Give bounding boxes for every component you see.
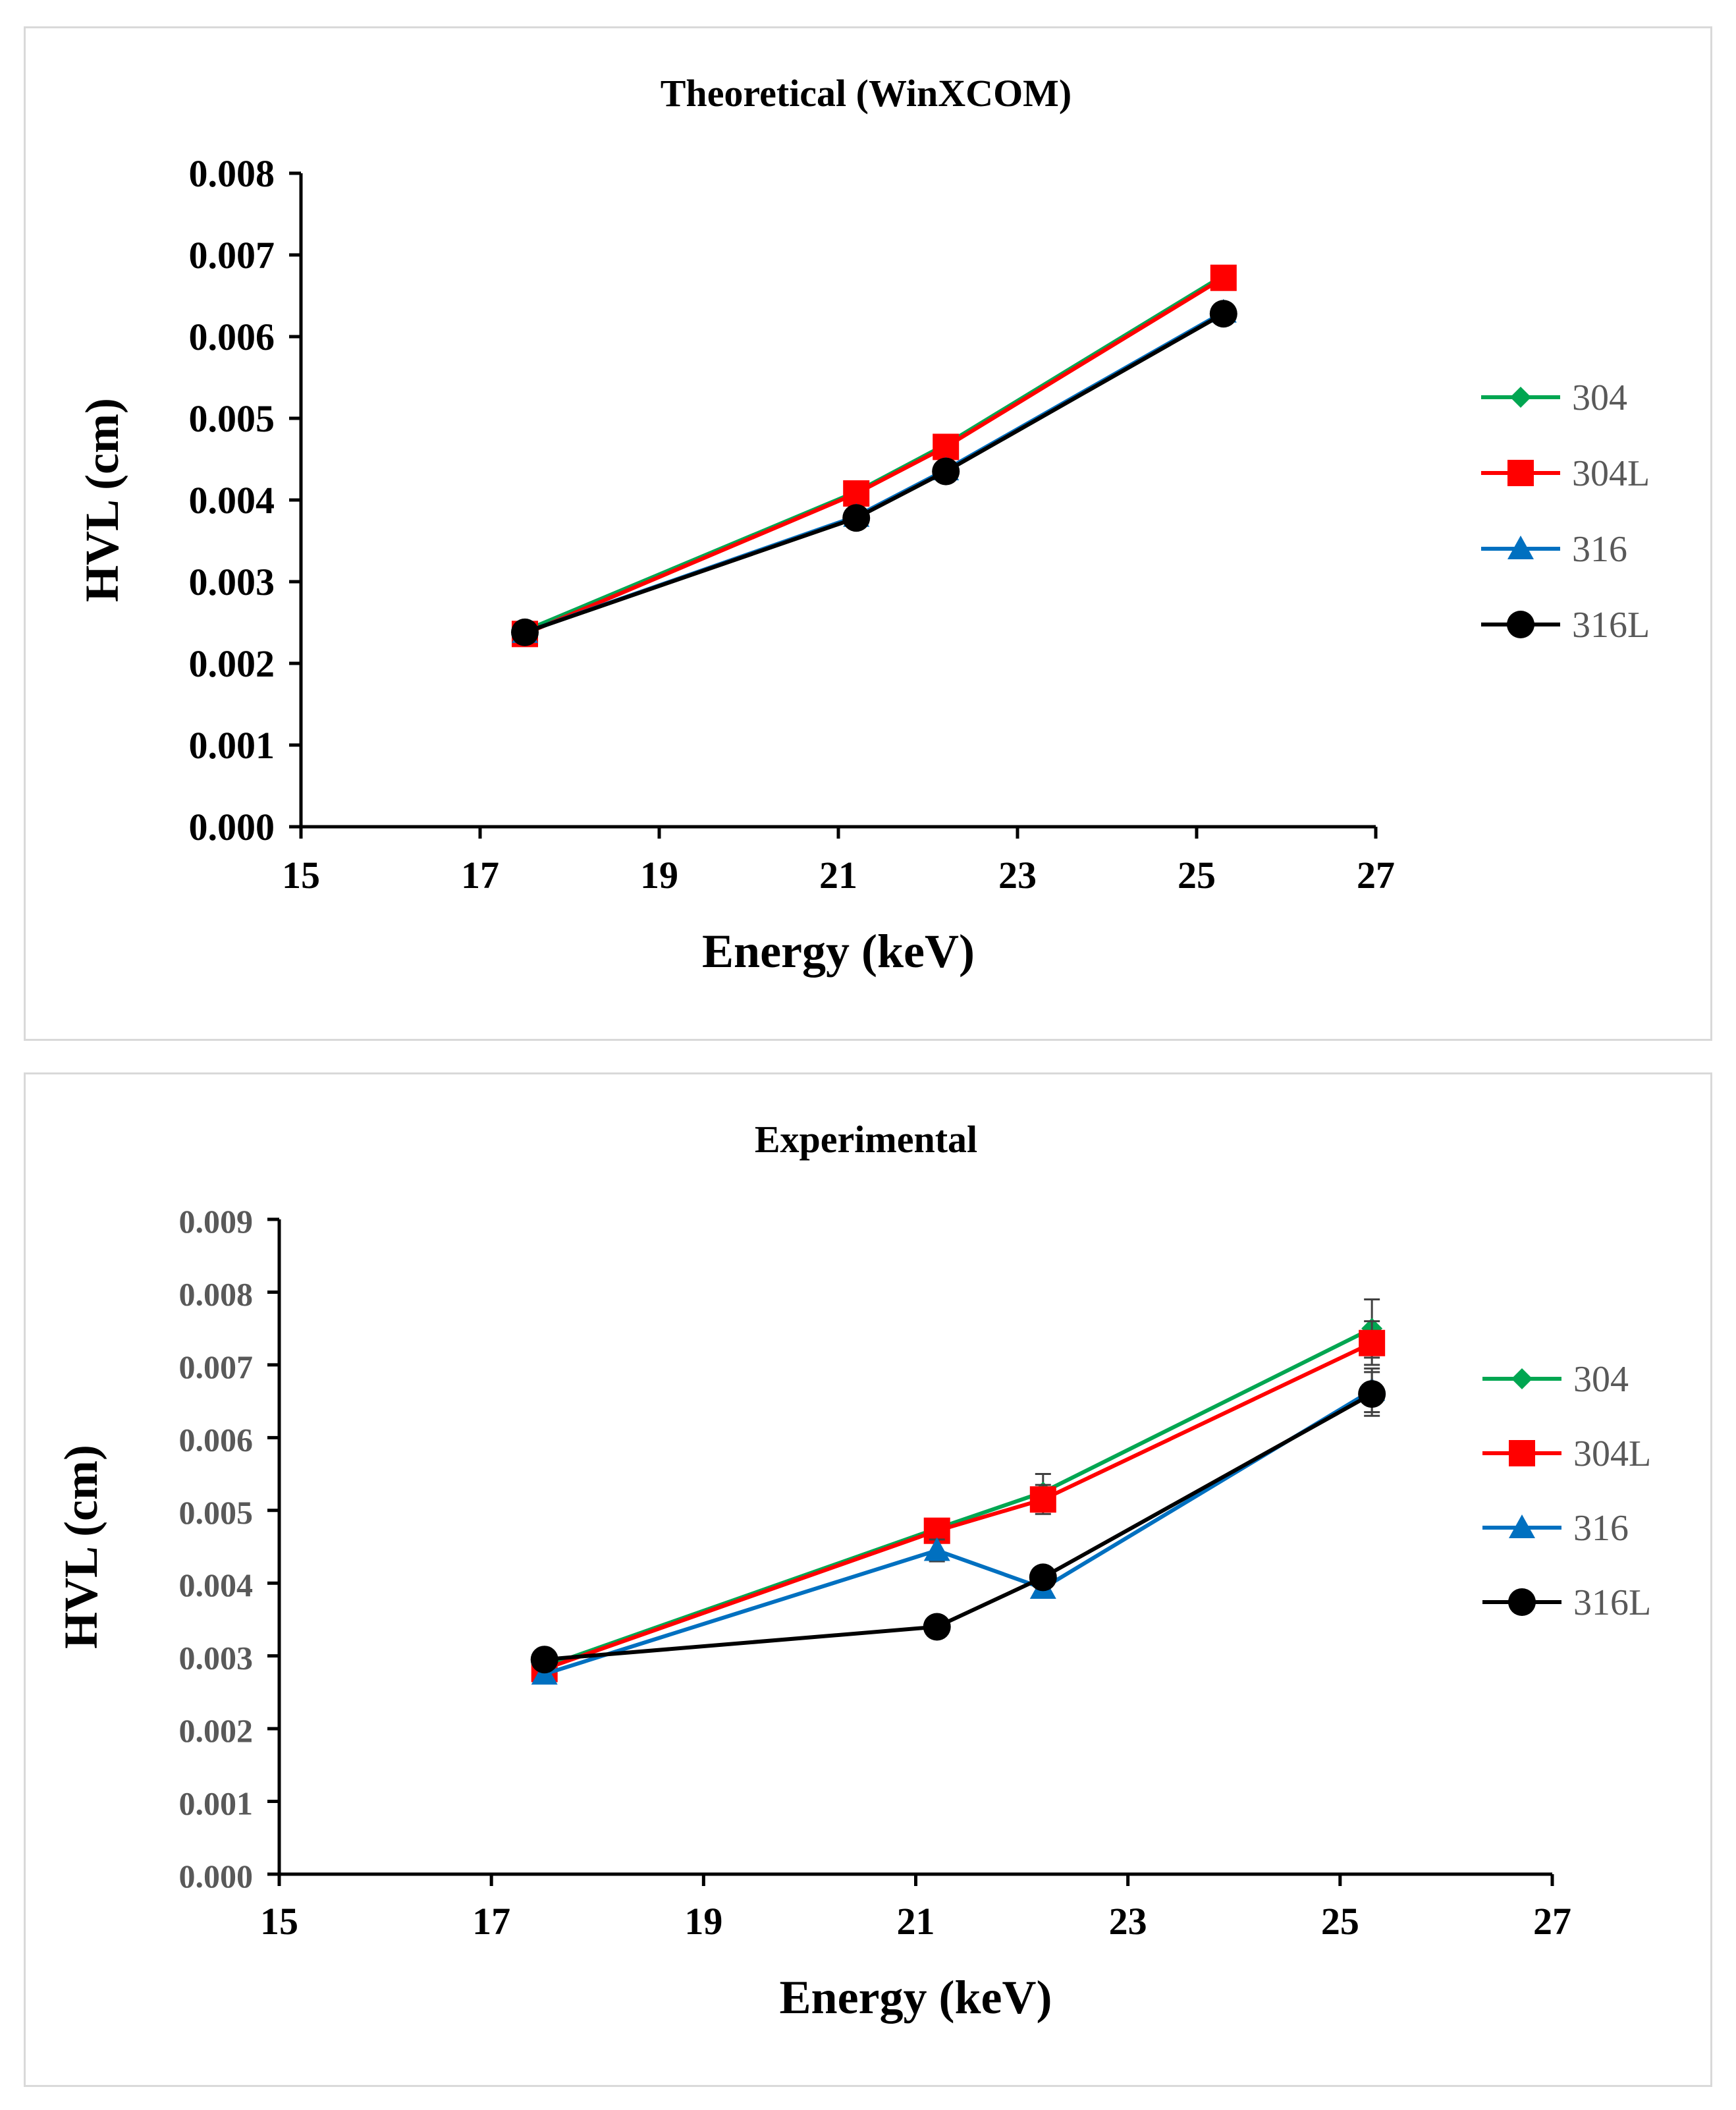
legend-entry-316L: 316L: [1482, 1582, 1651, 1623]
x-tick-label: 25: [1178, 854, 1216, 897]
y-tick-label: 0.007: [189, 234, 275, 277]
x-tick-label: 19: [684, 1900, 722, 1943]
data-point-304L: [1359, 1329, 1386, 1356]
x-tick-label: 21: [819, 854, 857, 897]
legend-entry-304L: 304L: [1482, 1433, 1651, 1474]
x-tick-label: 23: [998, 854, 1037, 897]
experimental-chart: Experimental 0.000 0.001 0.002 0.003 0.004 0.0…: [55, 1118, 1651, 2024]
y-tick-label: 0.001: [189, 724, 275, 767]
series-line-316L: [544, 1392, 1373, 1662]
data-point-304L: [843, 480, 870, 507]
theoretical-chart: Theoretical (WinXCOM) 0.000 0.001 0.002 0.00…: [76, 72, 1650, 978]
y-tick-label: 0.000: [189, 806, 275, 848]
theoretical-chart-panel: Theoretical (WinXCOM) 0.000 0.001 0.002 0.00…: [24, 26, 1712, 1041]
legend-label: 304L: [1573, 1433, 1651, 1474]
series-304L: [531, 1320, 1386, 1682]
x-axis-title: Energy (keV): [780, 1971, 1052, 2024]
legend-marker: [1509, 1440, 1535, 1466]
series-316L: [511, 300, 1237, 646]
series-line-316L: [524, 312, 1225, 634]
series-line-304: [524, 273, 1225, 633]
x-tick-label: 17: [472, 1900, 510, 1943]
y-tick-label: 0.004: [179, 1567, 254, 1603]
y-tick-label: 0.002: [179, 1712, 254, 1749]
x-tick-label: 15: [282, 854, 320, 897]
legend-entry-304L: 304L: [1481, 453, 1650, 494]
legend-entry-304: 304: [1481, 377, 1627, 418]
data-point-316L: [932, 457, 960, 486]
legend-label: 304: [1573, 1359, 1629, 1400]
data-point-316L: [842, 504, 871, 532]
legend-label: 304: [1572, 377, 1627, 418]
legend-label: 316: [1573, 1508, 1629, 1549]
data-point-304L: [933, 433, 960, 460]
y-tick-label: 0.008: [189, 152, 275, 195]
x-tick-label: 25: [1321, 1900, 1359, 1943]
data-point-304L: [1029, 1486, 1056, 1513]
y-axis-title: HVL (cm): [76, 398, 128, 602]
legend-label: 316L: [1572, 605, 1650, 646]
y-tick-label: 0.001: [179, 1785, 254, 1822]
x-tick-label: 27: [1357, 854, 1395, 897]
legend-entry-316: 316: [1482, 1508, 1629, 1549]
y-tick-label: 0.000: [179, 1858, 254, 1895]
y-tick-label: 0.005: [189, 397, 275, 440]
legend-label: 316: [1572, 529, 1627, 570]
y-tick-label: 0.003: [179, 1640, 254, 1677]
y-tick-label: 0.005: [179, 1494, 254, 1531]
x-tick-label: 19: [640, 854, 678, 897]
legend-entry-316L: 316L: [1481, 605, 1650, 646]
x-tick-label: 17: [461, 854, 499, 897]
x-axis-title: Energy (keV): [702, 925, 975, 978]
legend-marker: [1507, 460, 1534, 486]
legend-marker: [1507, 611, 1534, 638]
series-line-316: [524, 310, 1225, 634]
series-line-304L: [543, 1341, 1373, 1671]
legend-label: 316L: [1573, 1582, 1651, 1623]
x-tick-label: 15: [260, 1900, 298, 1943]
data-point-316L: [1029, 1563, 1057, 1592]
y-tick-label: 0.003: [189, 561, 275, 603]
x-tick-label: 21: [897, 1900, 935, 1943]
x-tick-label: 27: [1533, 1900, 1571, 1943]
y-tick-label: 0.002: [189, 642, 275, 685]
legend-marker: [1510, 387, 1531, 408]
y-tick-label: 0.008: [179, 1275, 254, 1312]
y-tick-label: 0.009: [179, 1203, 254, 1240]
y-axis-title: HVL (cm): [55, 1445, 107, 1649]
series-316: [531, 1367, 1386, 1685]
data-point-304L: [1210, 264, 1237, 291]
data-point-316: [923, 1537, 950, 1561]
x-tick-label: 23: [1109, 1900, 1147, 1943]
data-point-316L: [923, 1613, 951, 1641]
y-tick-label: 0.006: [189, 316, 275, 358]
data-point-316L: [1209, 300, 1237, 328]
legend-entry-304: 304: [1482, 1359, 1629, 1400]
chart-title: Theoretical (WinXCOM): [661, 72, 1072, 115]
legend-marker: [1508, 1588, 1536, 1616]
series-304: [533, 1298, 1383, 1678]
y-tick-label: 0.007: [179, 1348, 254, 1385]
series-304: [514, 265, 1234, 642]
series-line-304L: [524, 276, 1225, 636]
legend-entry-316: 316: [1481, 529, 1627, 570]
y-tick-label: 0.004: [189, 479, 275, 522]
legend-marker: [1511, 1368, 1533, 1389]
legend-label: 304L: [1572, 453, 1650, 494]
data-point-316L: [1358, 1380, 1386, 1408]
data-point-316L: [530, 1646, 558, 1674]
legend-marker: [1509, 1514, 1535, 1538]
series-316L: [530, 1371, 1386, 1674]
chart-title: Experimental: [755, 1118, 977, 1161]
data-point-316L: [511, 618, 539, 646]
experimental-chart-panel: Experimental 0.000 0.001 0.002 0.003 0.004 0.0…: [24, 1072, 1712, 2087]
series-line-316: [543, 1388, 1373, 1677]
legend-marker: [1507, 536, 1534, 559]
y-tick-label: 0.006: [179, 1421, 254, 1458]
series-line-304: [543, 1326, 1373, 1669]
